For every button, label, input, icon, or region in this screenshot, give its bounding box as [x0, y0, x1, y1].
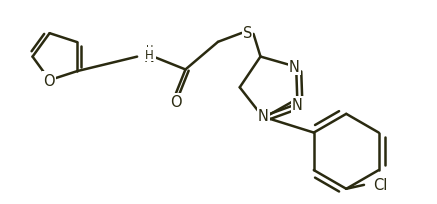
Text: H: H	[146, 44, 154, 54]
Text: O: O	[43, 73, 55, 88]
Text: N: N	[258, 109, 269, 123]
Text: N: N	[289, 60, 300, 75]
Text: S: S	[243, 26, 252, 41]
Text: N: N	[143, 49, 154, 64]
Text: O: O	[170, 95, 181, 110]
Text: N: N	[292, 98, 303, 113]
Text: Cl: Cl	[373, 177, 387, 192]
Text: N: N	[143, 50, 154, 65]
Text: H: H	[145, 49, 153, 61]
